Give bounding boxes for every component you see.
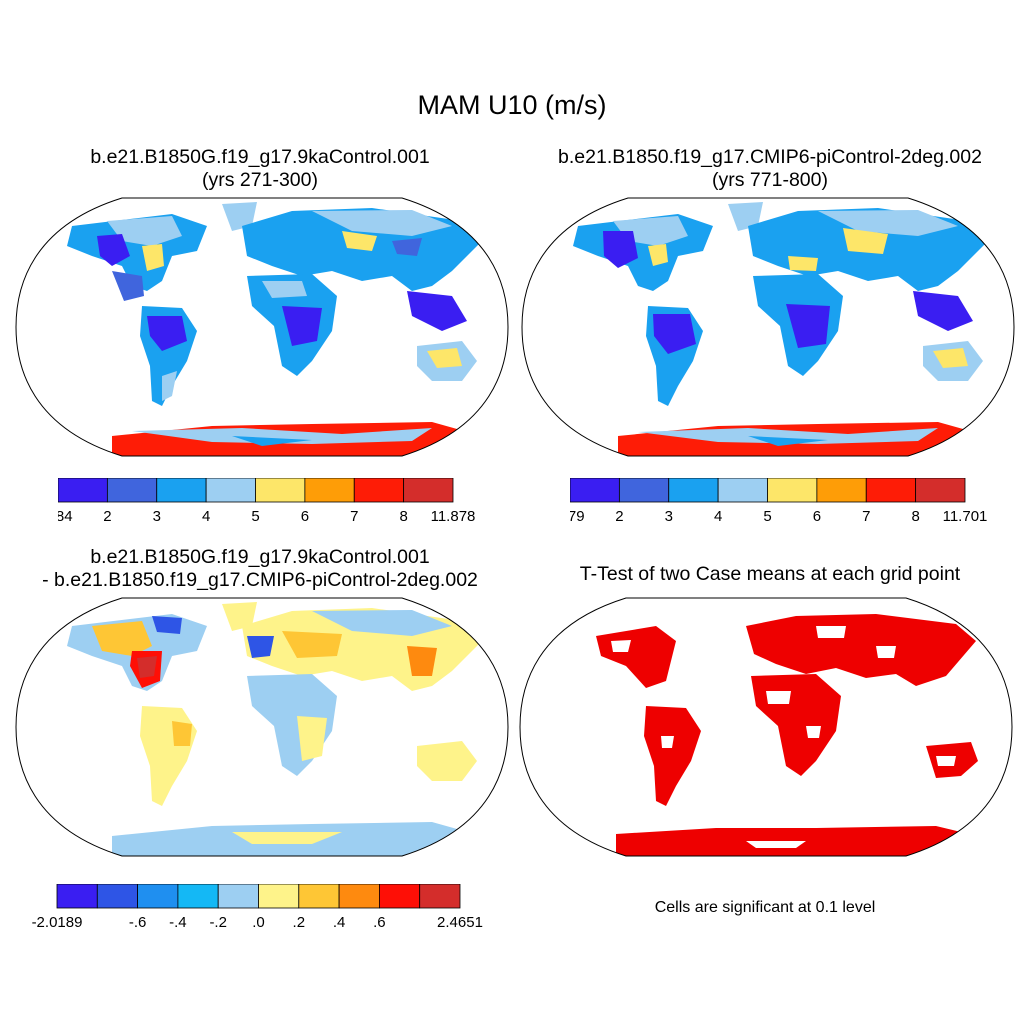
colorbar-tick-label: 4	[714, 508, 722, 525]
colorbar-swatch	[569, 477, 620, 503]
colorbar-tick-label: -.2	[209, 914, 227, 931]
map-bottom-right	[519, 597, 1013, 857]
colorbar-swatch	[618, 477, 670, 503]
colorbar-tick-label: 7	[862, 508, 870, 525]
colorbar-swatch	[298, 883, 340, 909]
colorbar-swatch	[106, 477, 158, 503]
colorbar-tick-label: -2.0189	[32, 914, 83, 931]
colorbar-swatch	[304, 477, 355, 503]
colorbar-tick-label: 2	[615, 508, 623, 525]
colorbar-tick-label: .779	[570, 508, 585, 525]
map-top-left	[15, 197, 509, 457]
colorbar-tick-label: 6	[813, 508, 821, 525]
colorbar-swatch	[258, 883, 300, 909]
panel-title-line2: (yrs 771-800)	[712, 169, 828, 191]
colorbar-tick-label: 4	[202, 508, 210, 525]
colorbar-tick-label: -.6	[129, 914, 147, 931]
colorbar-swatch	[338, 883, 380, 909]
colorbar-swatch	[865, 477, 917, 503]
colorbar-tick-label: .784	[58, 508, 73, 525]
colorbar-swatch	[255, 477, 306, 503]
colorbar-swatch	[217, 883, 259, 909]
colorbar-tick-label: 8	[399, 508, 407, 525]
colorbar-swatch	[156, 477, 207, 503]
colorbar-swatch	[205, 477, 256, 503]
panel-title-bottom-left: b.e21.B1850G.f19_g17.9kaControl.001 - b.…	[0, 546, 520, 592]
panel-title-line1: b.e21.B1850.f19_g17.CMIP6-piControl-2deg…	[558, 146, 982, 168]
colorbar-swatch	[96, 883, 139, 909]
panel-title-line1: b.e21.B1850G.f19_g17.9kaControl.001	[90, 146, 430, 168]
colorbar-tick-label: 3	[665, 508, 673, 525]
colorbar-bottom-left: -2.0189 -.6 -.4 -.2 .0 .2 .4 .6 2.4651	[30, 883, 500, 941]
colorbar-tick-label: 6	[301, 508, 309, 525]
panel-title-line1: b.e21.B1850G.f19_g17.9kaControl.001	[90, 546, 430, 568]
colorbar-tick-label: 3	[153, 508, 161, 525]
colorbar-tick-label: 5	[251, 508, 259, 525]
colorbar-swatch	[56, 883, 98, 909]
colorbar-top-right-svg: .779 2 3 4 5 6 7 8 11.701	[555, 477, 988, 525]
colorbar-tick-label: .0	[252, 914, 265, 931]
colorbar-tick-label: .2	[293, 914, 306, 931]
panel-title-top-right: b.e21.B1850.f19_g17.CMIP6-piControl-2deg…	[510, 146, 1024, 192]
colorbar-swatch	[137, 883, 179, 909]
colorbar-swatch	[816, 477, 867, 503]
panel-title-bottom-right: T-Test of two Case means at each grid po…	[579, 563, 961, 585]
colorbar-top-right: .779 2 3 4 5 6 7 8 11.701	[555, 477, 1010, 535]
colorbar-tick-label: 8	[911, 508, 919, 525]
colorbar-swatch	[177, 883, 219, 909]
colorbar-swatch	[717, 477, 768, 503]
panel-title-line2: (yrs 271-300)	[202, 169, 318, 191]
figure-title: MAM U10 (m/s)	[417, 90, 607, 120]
colorbar-tick-label: .6	[373, 914, 386, 931]
significance-note: Cells are significant at 0.1 level	[654, 899, 876, 916]
colorbar-tick-label: 2.4651	[437, 914, 483, 931]
colorbar-bottom-left-svg: -2.0189 -.6 -.4 -.2 .0 .2 .4 .6 2.4651	[32, 883, 483, 931]
colorbar-swatch	[668, 477, 719, 503]
map-top-right	[521, 197, 1015, 457]
colorbar-top-left: .784 2 3 4 5 6 7 8 11.878	[43, 477, 498, 535]
colorbar-tick-label: -.4	[169, 914, 187, 931]
colorbar-swatch	[353, 477, 405, 503]
colorbar-tick-label: 11.701	[943, 508, 988, 525]
map-bottom-left	[15, 597, 509, 857]
colorbar-tick-label: 11.878	[431, 508, 476, 525]
colorbar-swatch	[419, 883, 461, 909]
colorbar-swatch	[378, 883, 421, 909]
colorbar-tick-label: 2	[103, 508, 111, 525]
colorbar-swatch	[403, 477, 454, 503]
colorbar-tick-label: 5	[763, 508, 771, 525]
colorbar-swatch	[915, 477, 966, 503]
colorbar-tick-label: .4	[333, 914, 346, 931]
colorbar-swatch	[57, 477, 108, 503]
colorbar-tick-label: 7	[350, 508, 358, 525]
panel-title-top-left: b.e21.B1850G.f19_g17.9kaControl.001 (yrs…	[40, 146, 480, 192]
colorbar-swatch	[767, 477, 818, 503]
panel-title-line2: - b.e21.B1850.f19_g17.CMIP6-piControl-2d…	[42, 569, 478, 591]
colorbar-top-left-svg: .784 2 3 4 5 6 7 8 11.878	[43, 477, 476, 525]
